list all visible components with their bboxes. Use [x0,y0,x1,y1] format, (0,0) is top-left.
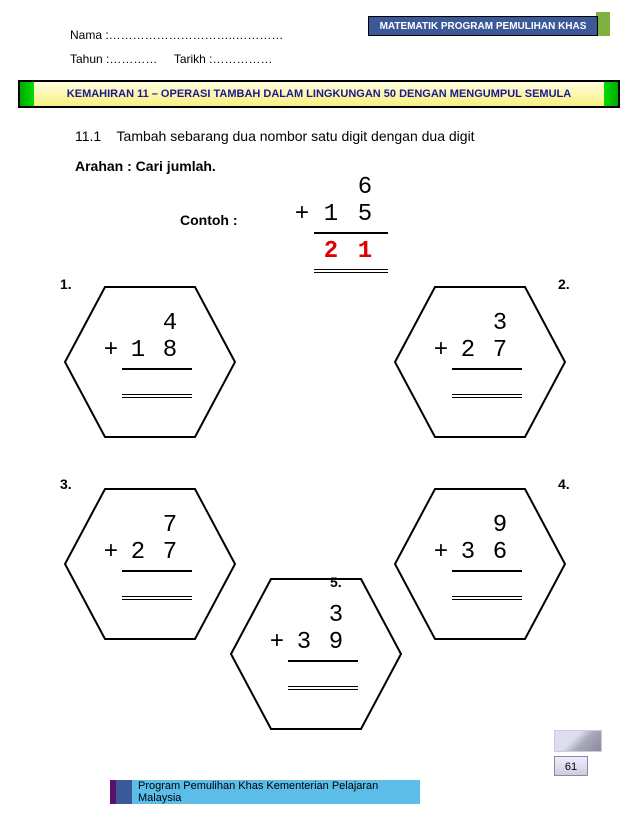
p3-top: 7 [154,512,186,539]
problem-3: 7 +27 [60,484,240,664]
problem-2: 3 +27 [390,282,570,462]
p1-ones: 8 [154,337,186,364]
p3-tens: 2 [122,539,154,566]
problem-2-addition: 3 +27 [430,310,522,398]
example-rule-2 [314,269,388,273]
example-rule-1 [314,232,388,234]
p2-tens: 2 [452,337,484,364]
example-bottom-ones: 5 [348,201,382,228]
example-label: Contoh : [180,212,238,228]
header-banner-accent [596,12,610,36]
double-rule-line [452,394,522,398]
problem-1: 4 +18 [60,282,240,462]
p5-ones: 9 [320,629,352,656]
sub-heading-text: Tambah sebarang dua nombor satu digit de… [117,128,475,144]
footer-banner: Program Pemulihan Khas Kementerian Pelaj… [110,780,420,804]
p4-ones: 6 [484,539,516,566]
banner-accent-left [20,82,34,106]
plus-sign: + [290,201,314,228]
sub-heading: 11.1 Tambah sebarang dua nombor satu dig… [75,128,475,144]
skill-title-text: KEMAHIRAN 11 – OPERASI TAMBAH DALAM LING… [34,82,604,106]
problem-5: 3 +39 [226,574,406,754]
year-label: Tahun :………… [70,52,157,66]
double-rule-line [122,394,192,398]
problem-5-addition: 3 +39 [266,602,358,690]
rule-line [122,368,192,370]
p1-tens: 1 [122,337,154,364]
problem-3-addition: 7 +27 [100,512,192,600]
worksheet-page: MATEMATIK PROGRAM PEMULIHAN KHAS Nama :…… [0,0,638,826]
double-rule-line [452,596,522,600]
p1-top: 4 [154,310,186,337]
example-answer-ones: 1 [348,238,382,265]
skill-title-banner: KEMAHIRAN 11 – OPERASI TAMBAH DALAM LING… [18,80,620,108]
year-date-row: Tahun :………… Tarikh :…………… [70,52,273,66]
p3-ones: 7 [154,539,186,566]
example-top-ones: 6 [348,174,382,201]
p4-top: 9 [484,512,516,539]
p2-top: 3 [484,310,516,337]
example-bottom-tens: 1 [314,201,348,228]
name-field-label: Nama :…………………………..………… [70,28,283,42]
rule-line [452,368,522,370]
footer-text: Program Pemulihan Khas Kementerian Pelaj… [132,780,420,804]
problems-area: 1. 4 +18 2. 3 +27 3. 7 +2 [40,276,600,746]
p5-tens: 3 [288,629,320,656]
example-answer-tens: 2 [314,238,348,265]
date-label: Tarikh :…………… [174,52,273,66]
header-banner-text: MATEMATIK PROGRAM PEMULIHAN KHAS [368,16,598,36]
problem-4: 9 +36 [390,484,570,664]
banner-accent-right [604,82,618,106]
example-problem: 6 +15 21 [290,174,388,273]
sub-heading-number: 11.1 [75,128,101,144]
p4-tens: 3 [452,539,484,566]
problem-4-addition: 9 +36 [430,512,522,600]
header-banner: MATEMATIK PROGRAM PEMULIHAN KHAS [368,14,608,38]
p2-ones: 7 [484,337,516,364]
double-rule-line [122,596,192,600]
decorative-corner-image [554,730,602,752]
rule-line [122,570,192,572]
problem-1-addition: 4 +18 [100,310,192,398]
instruction-text: Arahan : Cari jumlah. [75,158,216,174]
double-rule-line [288,686,358,690]
p5-top: 3 [320,602,352,629]
rule-line [288,660,358,662]
rule-line [452,570,522,572]
page-number: 61 [554,756,588,776]
footer-accent-2 [116,780,132,804]
